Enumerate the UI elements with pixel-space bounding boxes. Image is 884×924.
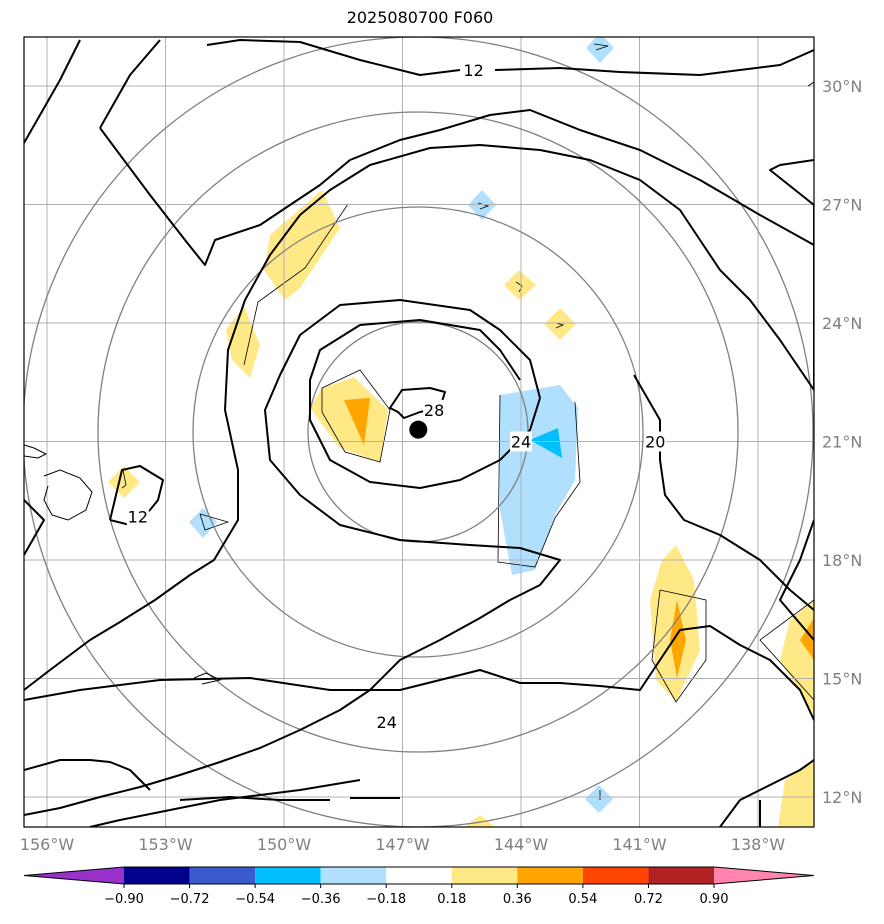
latitude-tick-label: 21°N	[822, 433, 862, 452]
longitude-tick-label: 150°W	[257, 835, 312, 854]
contour-20	[24, 144, 814, 691]
map-area	[24, 37, 814, 827]
colorbar-tick-label: 0.90	[700, 892, 729, 907]
colorbar-segment	[648, 867, 714, 884]
contour-24	[24, 299, 561, 816]
longitude-tick-label: 144°W	[494, 835, 549, 854]
contour-bottom-right	[719, 799, 761, 827]
contour-label: 12	[463, 61, 483, 80]
longitude-tick-label: 138°W	[731, 835, 786, 854]
contour-label: 24	[377, 713, 397, 732]
contour-outer-north	[99, 109, 814, 266]
coastlines	[24, 81, 814, 685]
contour-southwest	[89, 779, 361, 827]
anomaly-fills	[108, 37, 814, 827]
colorbar-extend-high	[714, 867, 814, 884]
island-coast	[807, 81, 814, 87]
colorbar-segment	[124, 867, 190, 884]
longitude-tick-label: 147°W	[375, 835, 430, 854]
contour-15N	[24, 625, 814, 721]
contour-label-bg	[510, 431, 532, 452]
storm-center-marker	[409, 420, 428, 439]
colorbar-tick-label: −0.18	[366, 892, 406, 907]
colorbar-tick-label: 0.18	[437, 892, 466, 907]
contour-label: 28	[424, 401, 444, 420]
longitude-tick-label: 141°W	[612, 835, 667, 854]
colorbar-extend-low	[24, 867, 124, 884]
colorbar-tick-label: −0.36	[301, 892, 341, 907]
contour-24-inner	[309, 319, 541, 489]
contour-east-edge	[779, 519, 814, 641]
contour-label-bg	[423, 399, 446, 420]
contour-label-bg	[462, 60, 485, 81]
positive-anomaly-center-core	[344, 398, 370, 445]
colorbar-tick-label: 0.36	[503, 892, 532, 907]
map-frame	[23, 36, 815, 828]
colorbar: −0.90 −0.72 −0.54 −0.36 −0.18 0.18 0.36 0.54 0.7…	[23, 866, 815, 907]
latitude-tick-label: 18°N	[822, 551, 862, 570]
colorbar-segment	[582, 867, 649, 884]
latitude-tick-label: 30°N	[822, 77, 862, 96]
positive-anomaly-edge-core	[800, 618, 814, 660]
negative-anomaly-core	[530, 428, 562, 458]
longitude-tick-label: 153°W	[138, 835, 193, 854]
contour-label-bg	[126, 506, 149, 527]
range-ring	[24, 37, 814, 827]
colorbar-segment	[386, 867, 452, 884]
colorbar-segment	[189, 867, 256, 884]
colorbar-segment	[451, 867, 518, 884]
contour-12-north	[99, 39, 814, 129]
colorbar-tick-label: 0.72	[634, 892, 663, 907]
island-coast	[193, 672, 222, 685]
range-rings	[24, 37, 814, 827]
latitude-tick-labels: 30°N 27°N 24°N 21°N 18°N 15°N 12°N	[822, 77, 862, 807]
negative-anomaly-small	[586, 37, 614, 63]
negative-anomaly-center	[500, 385, 578, 575]
positive-anomaly-west	[226, 306, 260, 378]
contour-northwest	[24, 39, 81, 144]
positive-anomaly-east-core	[670, 600, 686, 678]
latitude-tick-label: 27°N	[822, 196, 862, 215]
positive-anomaly-edge	[780, 600, 814, 715]
contour-label: 20	[645, 433, 665, 452]
contour-labels: 12 12 28 24 20 24	[126, 60, 667, 732]
colorbar-segment	[255, 867, 321, 884]
contour-label: 12	[128, 508, 148, 527]
anomaly-outlines	[121, 43, 814, 800]
contour-label: 24	[511, 433, 531, 452]
colorbar-segment	[320, 867, 387, 884]
positive-anomaly-corner	[778, 760, 814, 827]
range-ring	[192, 206, 644, 658]
island-coast	[43, 469, 93, 521]
positive-anomaly-far-west	[108, 466, 140, 498]
colorbar-tick-label: −0.90	[104, 892, 144, 907]
positive-anomaly-bottom	[465, 815, 495, 827]
map-title: 2025080700 F060	[346, 8, 494, 27]
colorbar-tick-label: 0.54	[568, 892, 597, 907]
latitude-tick-label: 12°N	[822, 788, 862, 807]
latitude-tick-label: 15°N	[822, 670, 862, 689]
range-ring	[97, 111, 739, 753]
longitude-tick-label: 156°W	[20, 835, 75, 854]
contour-south	[24, 759, 814, 801]
colorbar-segment	[517, 867, 583, 884]
positive-anomaly-north	[264, 190, 340, 300]
colorbar-tick-label: −0.54	[235, 892, 275, 907]
negative-anomaly-small	[585, 785, 613, 813]
island-coast	[24, 444, 48, 459]
longitude-tick-labels: 156°W 153°W 150°W 147°W 144°W 141°W 138°W	[20, 835, 786, 854]
colorbar-tick-label: −0.72	[170, 892, 210, 907]
contour-label-bg	[644, 431, 667, 452]
contour-label-bg	[375, 711, 398, 732]
latitude-tick-label: 24°N	[822, 314, 862, 333]
